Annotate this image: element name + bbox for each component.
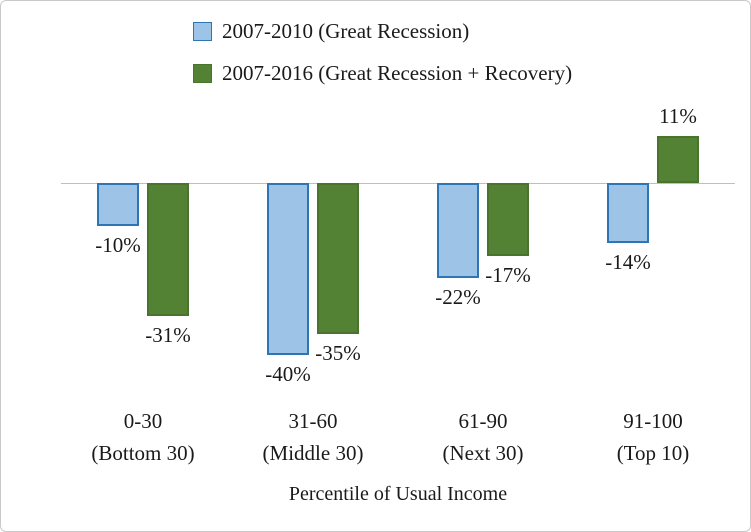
category-label-1: 31-60 (Middle 30) [228, 405, 398, 469]
x-axis-title: Percentile of Usual Income [288, 483, 508, 505]
bar-series0-cat2 [437, 183, 479, 278]
category-group-label: (Middle 30) [262, 441, 364, 465]
legend-label-recession: 2007-2010 (Great Recession) [222, 18, 470, 43]
category-group-label: (Next 30) [442, 441, 524, 465]
category-label-2: 61-90 (Next 30) [398, 405, 568, 469]
bar-value-label-series1-cat0: -31% [145, 323, 191, 347]
category-label-3: 91-100 (Top 10) [568, 405, 738, 469]
bar-value-label-series0-cat0: -10% [95, 233, 141, 257]
bar-series0-cat3 [607, 183, 649, 243]
bar-value-label-series0-cat1: -40% [265, 362, 311, 386]
legend-item-recovery: 2007-2016 (Great Recession + Recovery) [193, 59, 572, 87]
bar-series1-cat3 [657, 136, 699, 183]
category-group-label: (Bottom 30) [91, 441, 195, 465]
chart-legend: 2007-2010 (Great Recession) 2007-2016 (G… [193, 17, 572, 101]
bar-value-label-series1-cat3: 11% [659, 104, 697, 128]
legend-swatch-recession [193, 21, 212, 41]
legend-label-recovery: 2007-2016 (Great Recession + Recovery) [222, 60, 573, 85]
category-range-label: 61-90 [458, 409, 508, 433]
bar-value-label-series1-cat1: -35% [315, 341, 361, 365]
category-range-label: 31-60 [288, 409, 338, 433]
bar-series0-cat1 [267, 183, 309, 355]
bar-value-label-series1-cat2: -17% [485, 263, 531, 287]
bar-value-label-series0-cat3: -14% [605, 250, 651, 274]
category-group-label: (Top 10) [616, 441, 690, 465]
category-range-label: 0-30 [123, 409, 163, 433]
bar-series0-cat0 [97, 183, 139, 226]
bar-value-label-series0-cat2: -22% [435, 285, 481, 309]
legend-swatch-recovery [193, 63, 212, 83]
bar-series1-cat0 [147, 183, 189, 316]
bar-series1-cat2 [487, 183, 529, 256]
legend-item-recession: 2007-2010 (Great Recession) [193, 17, 572, 45]
category-label-0: 0-30 (Bottom 30) [58, 405, 228, 469]
category-range-label: 91-100 [623, 409, 683, 433]
bar-series1-cat1 [317, 183, 359, 334]
zero-axis-line [61, 183, 735, 184]
